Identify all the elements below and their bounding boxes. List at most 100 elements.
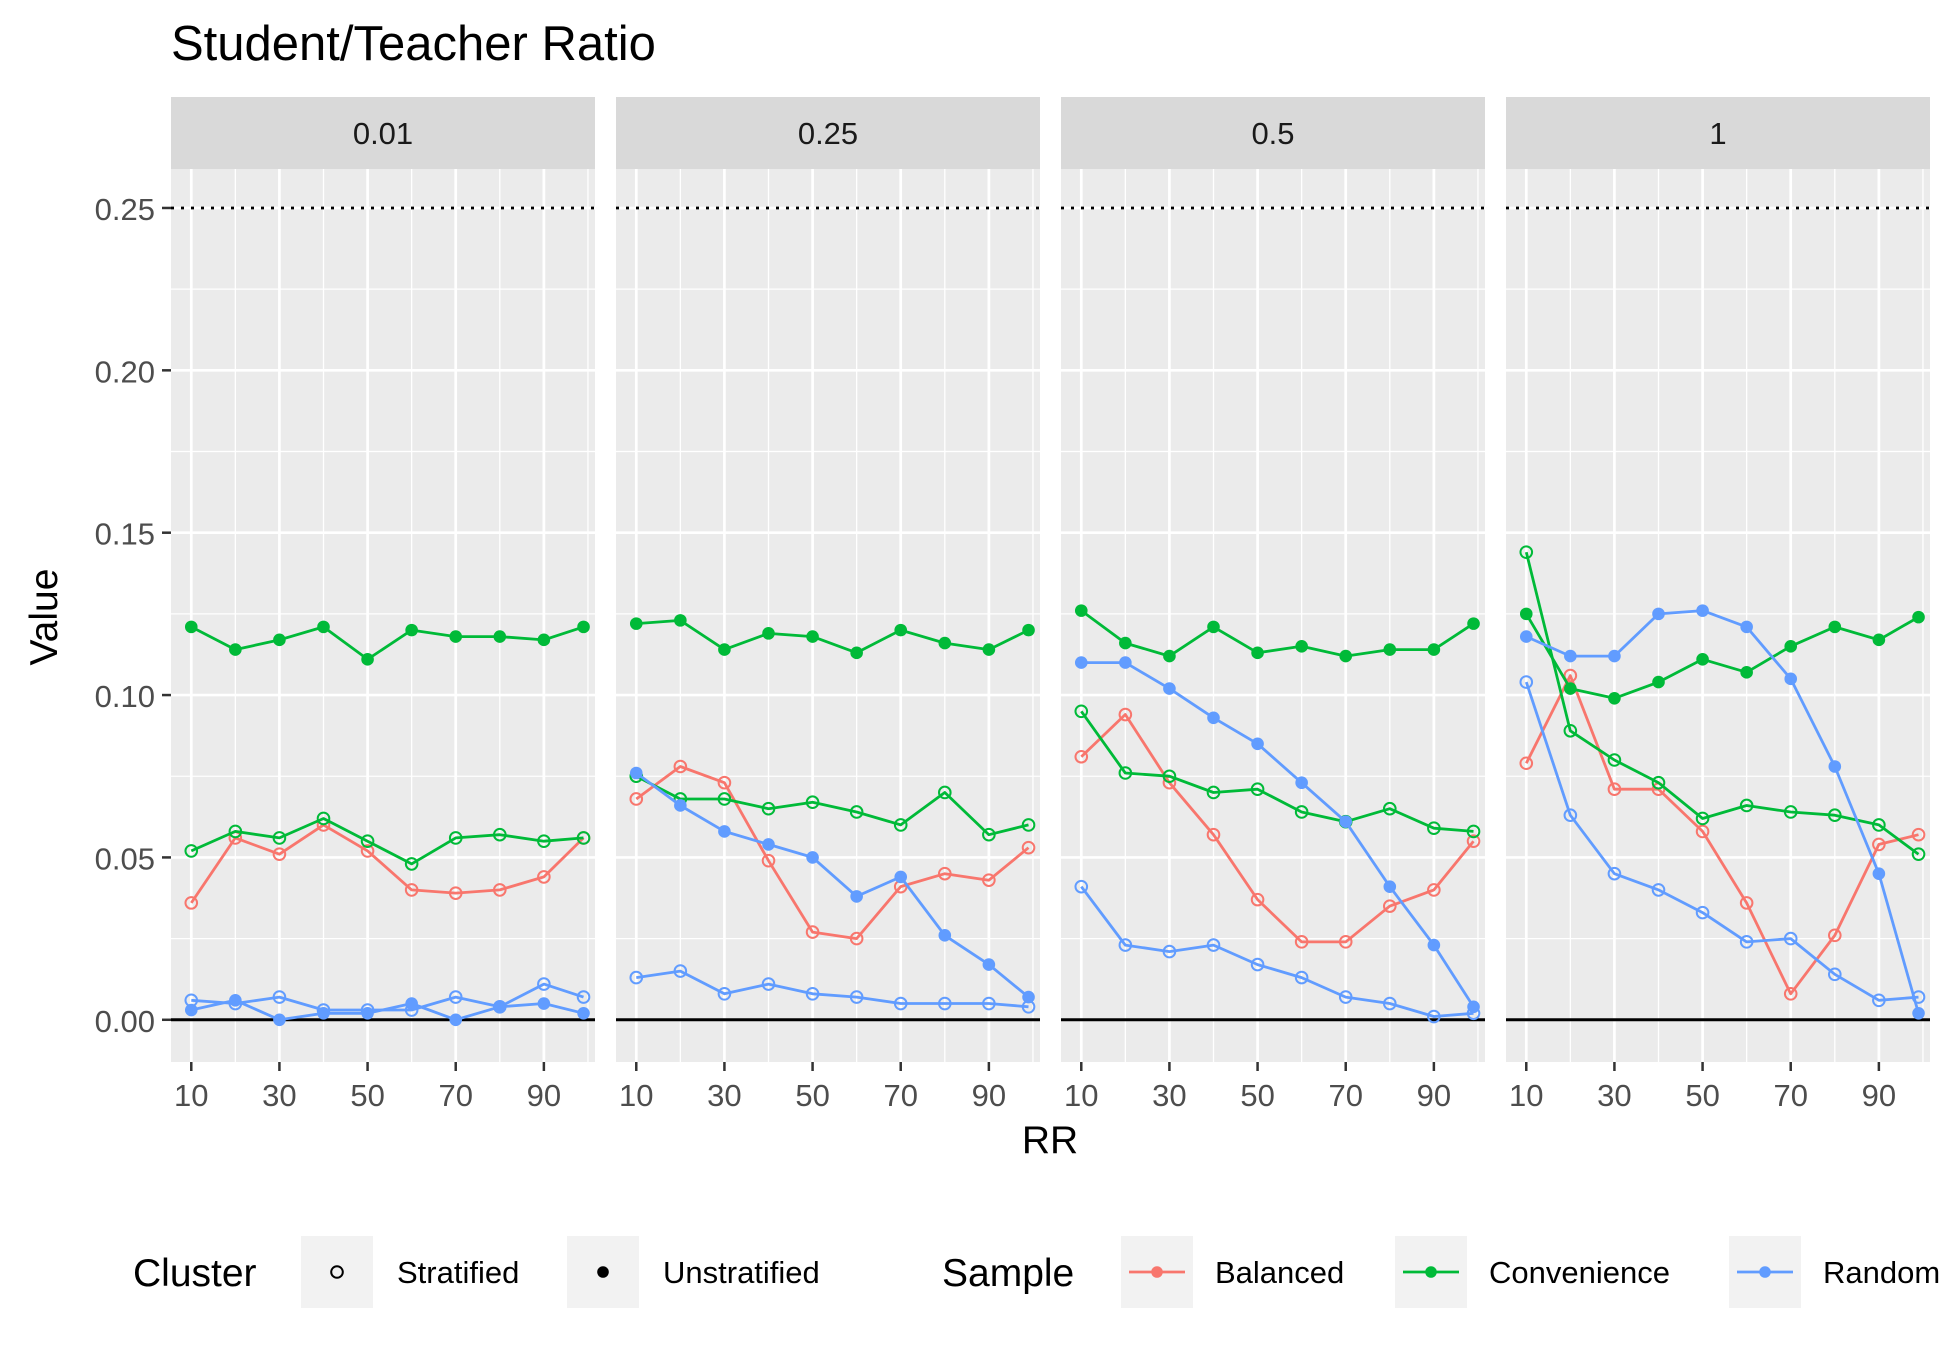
- data-point: [492, 827, 507, 842]
- x-tick-label: 90: [1417, 1078, 1451, 1113]
- data-point: [1206, 827, 1221, 842]
- data-point: [1206, 938, 1221, 952]
- data-point: [1338, 935, 1353, 949]
- plot-background: [616, 169, 1040, 1062]
- data-point: [717, 987, 732, 1001]
- data-point: [1427, 821, 1441, 835]
- data-point: [1427, 883, 1441, 897]
- data-point: [673, 759, 688, 774]
- data-point: [629, 970, 644, 985]
- data-point: [537, 977, 551, 991]
- data-point: [537, 997, 551, 1010]
- panels: 0.01 10 30 50 70 90 0.25 10 30 50 70 90 0.5 10 30 50 70 9…: [171, 97, 1930, 1113]
- y-axis: 0.00 0.05 0.10 0.15 0.20 0.25: [95, 192, 171, 1039]
- data-point: [717, 792, 732, 806]
- data-point: [982, 958, 996, 971]
- data-point: [1162, 944, 1177, 959]
- data-point: [982, 827, 996, 842]
- legend-symbol: [1759, 1266, 1771, 1278]
- data-point: [1519, 630, 1533, 643]
- data-point: [1739, 896, 1754, 910]
- x-tick-label: 30: [1597, 1078, 1631, 1113]
- facet-panel-1: 1 10 30 50 70 90: [1506, 97, 1930, 1113]
- data-point: [629, 792, 644, 806]
- x-tick-label: 50: [1685, 1078, 1719, 1113]
- data-point: [1872, 818, 1886, 832]
- data-point: [1119, 656, 1132, 669]
- data-point: [1519, 607, 1533, 621]
- data-point: [1021, 840, 1036, 855]
- data-point: [1519, 756, 1534, 771]
- data-point: [449, 630, 463, 643]
- data-point: [1022, 990, 1035, 1004]
- data-point: [184, 620, 198, 634]
- data-point: [1696, 604, 1709, 617]
- data-point: [1651, 775, 1666, 790]
- data-point: [1118, 766, 1133, 780]
- data-point: [1783, 987, 1798, 1001]
- data-point: [1074, 749, 1089, 764]
- data-point: [1074, 704, 1089, 719]
- y-tick-label: 0.00: [95, 1004, 155, 1039]
- x-tick-label: 10: [174, 1078, 208, 1113]
- legend-sample: Sample Balanced Convenience Random: [942, 1236, 1940, 1308]
- series-line: [191, 982, 584, 1012]
- data-point: [1652, 675, 1665, 689]
- data-point: [1382, 801, 1397, 816]
- data-point: [492, 883, 507, 897]
- x-tick-label: 30: [707, 1078, 741, 1113]
- data-point: [1872, 837, 1886, 852]
- data-point: [360, 834, 375, 848]
- data-point: [1608, 692, 1621, 705]
- x-tick-label: 50: [795, 1078, 829, 1113]
- data-point: [1911, 827, 1926, 842]
- data-point: [1250, 892, 1265, 907]
- data-point: [849, 990, 864, 1004]
- data-point: [1466, 834, 1481, 848]
- data-point: [1427, 643, 1441, 656]
- data-point: [1695, 824, 1710, 839]
- legend-label: Unstratified: [663, 1255, 820, 1290]
- data-point: [1207, 711, 1220, 725]
- data-point: [272, 990, 287, 1004]
- series-convenience-stratified: [184, 811, 591, 871]
- data-point: [1294, 935, 1309, 949]
- legend-symbol: [330, 1265, 344, 1279]
- data-point: [1467, 1000, 1480, 1014]
- data-point: [805, 987, 820, 1001]
- data-point: [629, 766, 643, 780]
- x-tick-label: 50: [1240, 1078, 1274, 1113]
- data-point: [850, 646, 863, 660]
- series-random-unstratified: [629, 766, 1035, 1004]
- data-point: [493, 630, 507, 643]
- data-point: [1118, 938, 1133, 952]
- data-point: [1162, 769, 1177, 784]
- series-balanced-stratified: [1074, 707, 1481, 949]
- data-point: [1784, 640, 1798, 653]
- data-point: [405, 623, 418, 637]
- data-point: [762, 838, 775, 851]
- facet-strip-label: 0.01: [353, 116, 413, 151]
- data-point: [673, 964, 688, 978]
- data-point: [805, 795, 820, 810]
- x-axis: 10 30 50 70 90: [1509, 1062, 1896, 1113]
- series-line: [190, 625, 584, 661]
- data-point: [805, 925, 820, 939]
- data-point: [448, 831, 463, 845]
- data-point: [1828, 760, 1842, 773]
- series-convenience-unstratified: [1519, 607, 1925, 705]
- series-random-unstratified: [1074, 656, 1480, 1014]
- legend-label: Balanced: [1215, 1255, 1344, 1290]
- series-line: [1525, 674, 1919, 996]
- data-point: [1739, 935, 1754, 949]
- data-point: [1696, 653, 1709, 666]
- data-point: [1022, 623, 1035, 637]
- series-line: [1080, 710, 1474, 833]
- data-point: [1163, 682, 1176, 695]
- facet-strip-label: 0.25: [798, 116, 858, 151]
- data-point: [894, 623, 908, 637]
- legend-entry-balanced: Balanced: [1121, 1236, 1344, 1308]
- data-point: [717, 775, 732, 790]
- series-random-unstratified: [1519, 604, 1925, 1020]
- data-point: [1827, 808, 1842, 823]
